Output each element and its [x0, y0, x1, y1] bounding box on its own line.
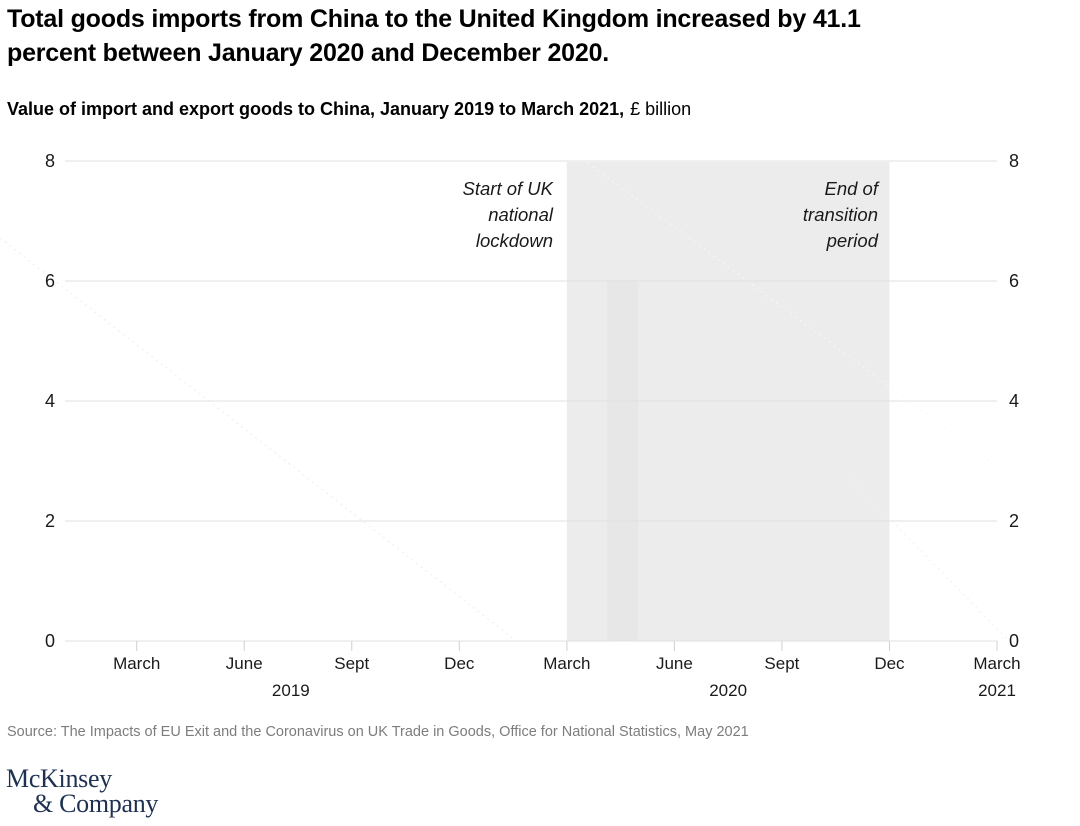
- plot-svg: [0, 160, 1009, 651]
- ghost-line-artifact: [849, 477, 1009, 641]
- ghost-line-artifact: [0, 237, 516, 641]
- y-axis-label-left: 6: [44, 271, 55, 291]
- x-axis-label: March: [543, 654, 591, 673]
- chart-subtitle: Value of import and export goods to Chin…: [7, 99, 691, 120]
- x-axis-year-label: 2020: [709, 681, 748, 700]
- y-axis-label-left: 4: [44, 391, 55, 411]
- x-axis-label: Dec: [874, 654, 905, 673]
- x-axis-label: March: [113, 654, 161, 673]
- mckinsey-logo-line-2: & Company: [33, 789, 159, 818]
- mckinsey-logo: McKinsey & Company: [6, 764, 159, 818]
- y-axis-label-right: 8: [1009, 151, 1020, 171]
- page-title-line-1: Total goods imports from China to the Un…: [7, 5, 861, 33]
- ghost-line-artifact: [587, 162, 1006, 473]
- y-axis-label-left: 2: [44, 511, 55, 531]
- annotation-transition-line-3: period: [826, 230, 878, 251]
- y-axis-label-right: 4: [1009, 391, 1020, 411]
- x-axis-label: June: [655, 654, 693, 673]
- y-axis-label-right: 2: [1009, 511, 1020, 531]
- page-title: Total goods imports from China to the Un…: [7, 2, 1047, 70]
- mckinsey-logo-line-1: McKinsey: [6, 764, 112, 793]
- y-axis-label-right: 0: [1009, 631, 1020, 651]
- chart-area: 8 8 6 6 4 4 2 2 0 0 March June Sept Dec March June Sept D…: [0, 140, 1080, 710]
- source-note: Source: The Impacts of EU Exit and the C…: [7, 724, 749, 740]
- annotation-transition-line-1: End of: [824, 178, 879, 199]
- annotation-lockdown-line-3: lockdown: [475, 230, 553, 251]
- annotation-lockdown-line-1: Start of UK: [462, 178, 553, 199]
- x-axis-year-label: 2019: [271, 681, 310, 700]
- page-title-line-2: percent between January 2020 and Decembe…: [7, 39, 610, 67]
- x-axis-year-label: 2021: [978, 681, 1016, 700]
- y-axis-label-right: 6: [1009, 271, 1020, 291]
- ghost-bar-artifact: [607, 280, 638, 641]
- annotation-lockdown-line-2: national: [488, 204, 553, 225]
- annotation-transition-line-2: transition: [802, 204, 878, 225]
- chart-subtitle-unit: £ billion: [630, 99, 692, 119]
- y-axis-label-left: 0: [44, 631, 55, 651]
- chart-subtitle-text: Value of import and export goods to Chin…: [7, 99, 625, 119]
- x-axis-label: March: [973, 654, 1021, 673]
- annotation-lockdown: Start of UK national lockdown: [463, 176, 553, 254]
- annotation-transition: End of transition period: [803, 176, 878, 254]
- x-axis-label: Dec: [444, 654, 475, 673]
- y-axis-label-left: 8: [44, 151, 55, 171]
- x-axis-label: Sept: [764, 654, 800, 673]
- x-axis-label: Sept: [334, 654, 370, 673]
- x-axis-label: June: [225, 654, 263, 673]
